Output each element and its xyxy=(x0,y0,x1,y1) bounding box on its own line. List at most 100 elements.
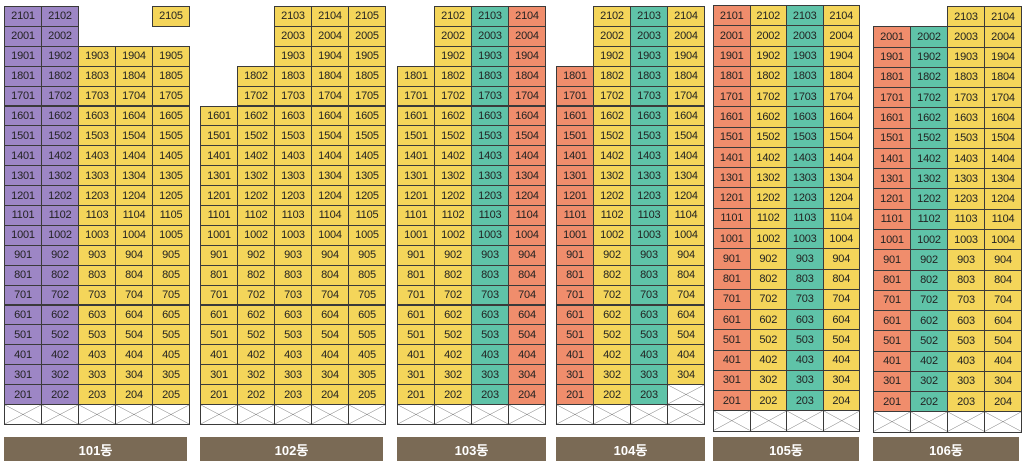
unit-cell: 1202 xyxy=(237,185,275,206)
pilotis-cell xyxy=(786,410,824,432)
unit-cell: 1404 xyxy=(508,145,546,167)
unit-cell: 1004 xyxy=(311,224,349,246)
unit-cell: 601 xyxy=(873,310,911,332)
unit-cell: 1902 xyxy=(41,45,79,67)
unit-cell: 1702 xyxy=(41,85,79,107)
unit-cell: 802 xyxy=(593,264,631,286)
unit-cell: 1204 xyxy=(822,187,860,209)
unit-cell: 1002 xyxy=(749,227,787,250)
unit-cell: 1901 xyxy=(713,45,751,67)
unit-cell: 204 xyxy=(508,384,546,405)
unit-cell: 1304 xyxy=(311,165,349,187)
unit-cell: 802 xyxy=(910,269,948,291)
unit-cell: 803 xyxy=(274,264,312,286)
unit-cell: 604 xyxy=(508,304,546,326)
unit-cell: 1201 xyxy=(4,185,42,206)
unit-cell: 205 xyxy=(348,384,386,405)
unit-cell: 601 xyxy=(713,309,751,331)
unit-cell: 1103 xyxy=(274,205,312,226)
unit-cell: 301 xyxy=(200,364,238,386)
unit-cell: 1301 xyxy=(556,165,594,187)
unit-cell: 402 xyxy=(749,349,787,371)
unit-cell: 1404 xyxy=(311,145,349,167)
unit-cell: 303 xyxy=(471,364,509,386)
unit-cell: 201 xyxy=(397,384,435,405)
unit-cell: 1501 xyxy=(713,126,751,148)
unit-cell: 302 xyxy=(237,364,275,386)
unit-cell: 2003 xyxy=(786,25,824,47)
unit-cell: 1603 xyxy=(78,105,116,127)
pilotis-cell xyxy=(508,404,546,425)
unit-cell: 804 xyxy=(311,264,349,286)
unit-cell: 1402 xyxy=(593,145,631,167)
unit-cell: 504 xyxy=(822,329,860,351)
unit-cell: 305 xyxy=(152,364,190,386)
unit-cell: 704 xyxy=(115,284,153,306)
unit-cell: 2001 xyxy=(713,25,751,47)
unit-cell: 501 xyxy=(713,329,751,351)
unit-cell: 1102 xyxy=(41,205,79,226)
unit-cell: 602 xyxy=(749,309,787,331)
unit-cell: 205 xyxy=(152,384,190,405)
unit-cell: 2103 xyxy=(274,6,312,27)
unit-cell: 1302 xyxy=(749,167,787,189)
unit-cell: 1305 xyxy=(152,165,190,187)
unit-cell: 1403 xyxy=(274,145,312,167)
unit-cell: 804 xyxy=(822,268,860,290)
unit-cell: 604 xyxy=(115,304,153,326)
unit-cell: 1505 xyxy=(348,125,386,147)
unit-cell: 903 xyxy=(471,244,509,266)
unit-cell: 405 xyxy=(348,344,386,366)
unit-cell: 602 xyxy=(910,310,948,332)
unit-cell: 1801 xyxy=(556,65,594,87)
unit-cell: 1802 xyxy=(593,65,631,87)
unit-cell: 303 xyxy=(274,364,312,386)
unit-cell: 1103 xyxy=(471,205,509,226)
unit-cell: 1401 xyxy=(397,145,435,167)
unit-cell: 204 xyxy=(311,384,349,405)
unit-cell: 1801 xyxy=(4,65,42,87)
unit-cell: 1503 xyxy=(786,126,824,148)
pilotis-cell xyxy=(873,411,911,433)
pilotis-cell xyxy=(274,404,312,425)
unit-cell: 901 xyxy=(873,249,911,271)
unit-cell: 1203 xyxy=(274,185,312,206)
unit-cell: 301 xyxy=(713,369,751,392)
unit-cell: 904 xyxy=(115,244,153,266)
unit-cell: 402 xyxy=(434,344,472,366)
pilotis-cell xyxy=(947,411,985,433)
unit-cell: 1202 xyxy=(41,185,79,206)
unit-cell: 1301 xyxy=(713,167,751,189)
unit-cell: 1602 xyxy=(237,105,275,127)
building-label: 101동 xyxy=(4,437,187,461)
unit-cell: 1204 xyxy=(115,185,153,206)
unit-cell: 1804 xyxy=(984,66,1022,89)
unit-cell: 1204 xyxy=(984,188,1022,210)
unit-cell: 1903 xyxy=(630,45,668,67)
unit-cell: 1003 xyxy=(947,228,985,251)
unit-cell: 1105 xyxy=(348,205,386,226)
unit-cell: 402 xyxy=(910,350,948,372)
unit-cell: 1403 xyxy=(947,147,985,170)
unit-cell: 1603 xyxy=(471,105,509,127)
unit-cell: 1502 xyxy=(910,127,948,149)
unit-cell: 1402 xyxy=(41,145,79,167)
unit-cell: 1504 xyxy=(822,126,860,148)
unit-cell: 202 xyxy=(749,390,787,412)
unit-cell: 2104 xyxy=(508,6,546,27)
unit-cell: 1304 xyxy=(508,165,546,187)
unit-cell: 404 xyxy=(984,350,1022,372)
unit-cell: 802 xyxy=(434,264,472,286)
unit-cell: 704 xyxy=(984,289,1022,312)
unit-cell: 1202 xyxy=(749,187,787,209)
unit-cell: 1303 xyxy=(630,165,668,187)
unit-cell: 604 xyxy=(984,310,1022,332)
unit-cell: 1801 xyxy=(713,65,751,88)
pilotis-cell xyxy=(471,404,509,425)
unit-cell: 2102 xyxy=(749,5,787,27)
unit-cell: 804 xyxy=(667,264,705,286)
unit-cell: 1503 xyxy=(274,125,312,147)
unit-cell: 1402 xyxy=(237,145,275,167)
unit-cell: 1903 xyxy=(471,45,509,67)
unit-cell: 602 xyxy=(434,304,472,326)
